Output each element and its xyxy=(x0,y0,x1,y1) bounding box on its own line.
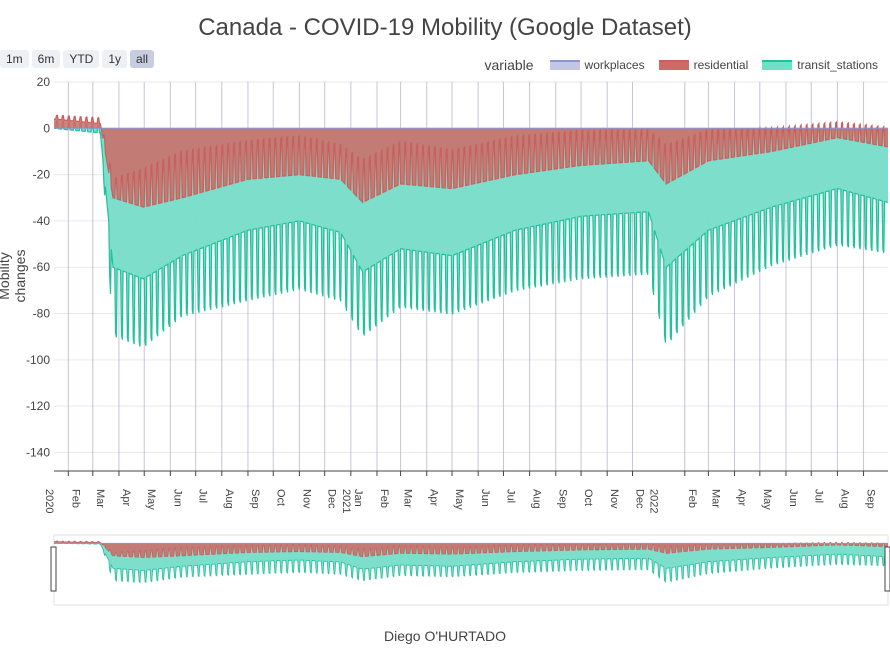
x-tick-label: Jul xyxy=(504,489,516,503)
range-button-all[interactable]: all xyxy=(130,50,155,68)
x-tick-label: May xyxy=(145,489,157,510)
x-year-label: 2021 xyxy=(340,489,352,513)
y-tick-label: -80 xyxy=(33,307,51,321)
x-tick-label: Apr xyxy=(428,489,440,506)
x-tick-label: Nov xyxy=(300,489,312,509)
x-tick-label: Sep xyxy=(557,489,569,509)
x-tick-label: Apr xyxy=(736,489,748,506)
slider-area-residential xyxy=(54,541,888,558)
x-tick-label: Feb xyxy=(69,489,81,508)
legend: variable workplaces residential transit_… xyxy=(485,57,886,73)
y-tick-label: 0 xyxy=(43,121,50,135)
x-tick-label: Mar xyxy=(709,489,721,508)
x-tick-label: Jun xyxy=(171,489,183,507)
y-tick-label: 20 xyxy=(37,75,51,89)
range-button-1m[interactable]: 1m xyxy=(0,50,29,68)
chart-title: Canada - COVID-19 Mobility (Google Datas… xyxy=(198,14,692,41)
x-tick-label: Oct xyxy=(582,489,594,506)
x-tick-label: Nov xyxy=(608,489,620,509)
legend-item-residential[interactable]: residential xyxy=(658,58,749,72)
x-tick-label: Mar xyxy=(402,489,414,508)
x-tick-label: Aug xyxy=(223,489,235,509)
main-line-residential xyxy=(53,114,889,208)
range-button-ytd[interactable]: YTD xyxy=(63,50,100,68)
slider-line-residential xyxy=(54,540,889,558)
y-tick-label: -60 xyxy=(33,260,51,274)
x-tick-label: Jun xyxy=(479,489,491,507)
slider-area-workplaces xyxy=(54,543,888,583)
x-tick-label: May xyxy=(761,489,773,510)
y-axis-label: Mobility changes xyxy=(0,249,28,303)
main-area-workplaces xyxy=(54,128,888,347)
range-slider[interactable] xyxy=(53,534,889,606)
caption: Diego O'HURTADO xyxy=(384,628,506,644)
x-year-label: 2022 xyxy=(648,489,660,513)
y-tick-label: -20 xyxy=(33,168,51,182)
x-tick-label: Apr xyxy=(120,489,132,506)
x-tick-label: Aug xyxy=(838,489,850,509)
x-tick-label: Sep xyxy=(865,489,877,509)
x-tick-label: Feb xyxy=(378,489,390,508)
slider-area-transit-stations xyxy=(54,542,888,583)
x-tick-label: Oct xyxy=(274,489,286,506)
main-area-residential xyxy=(54,115,888,207)
legend-swatch-transit-stations xyxy=(762,60,793,70)
legend-title: variable xyxy=(484,57,534,73)
y-tick-label: -140 xyxy=(26,445,50,459)
legend-swatch-workplaces xyxy=(549,60,580,70)
slider-line-transit-stations xyxy=(54,541,889,584)
x-tick-label: Jun xyxy=(787,489,799,507)
range-slider-left-handle[interactable] xyxy=(50,546,57,592)
range-button-1y[interactable]: 1y xyxy=(102,50,128,68)
x-tick-label: Jul xyxy=(197,489,209,503)
y-tick-label: -120 xyxy=(26,399,50,413)
x-tick-label: Sep xyxy=(249,489,261,509)
x-tick-label: Jan xyxy=(352,489,364,507)
range-button-6m[interactable]: 6m xyxy=(31,50,61,68)
legend-item-workplaces[interactable]: workplaces xyxy=(549,58,645,72)
x-tick-label: Feb xyxy=(686,489,698,508)
main-area-transit-stations xyxy=(54,120,888,347)
legend-label-workplaces: workplaces xyxy=(584,58,645,72)
legend-label-transit-stations: transit_stations xyxy=(797,58,878,72)
y-tick-label: -40 xyxy=(33,214,51,228)
legend-item-transit-stations[interactable]: transit_stations xyxy=(762,58,878,72)
x-tick-label: Mar xyxy=(94,489,106,508)
x-year-label: 2020 xyxy=(43,489,55,513)
x-tick-label: Aug xyxy=(531,489,543,509)
range-slider-right-handle[interactable] xyxy=(884,546,890,592)
x-tick-label: Dec xyxy=(326,489,338,509)
y-tick-label: -100 xyxy=(26,353,50,367)
legend-swatch-residential xyxy=(658,60,689,70)
x-tick-label: Dec xyxy=(633,489,645,509)
x-tick-label: May xyxy=(453,489,465,510)
x-tick-label: Jul xyxy=(812,489,824,503)
legend-label-residential: residential xyxy=(693,58,749,72)
main-line-transit-stations xyxy=(53,119,889,347)
range-selector: 1m 6m YTD 1y all xyxy=(0,50,155,68)
